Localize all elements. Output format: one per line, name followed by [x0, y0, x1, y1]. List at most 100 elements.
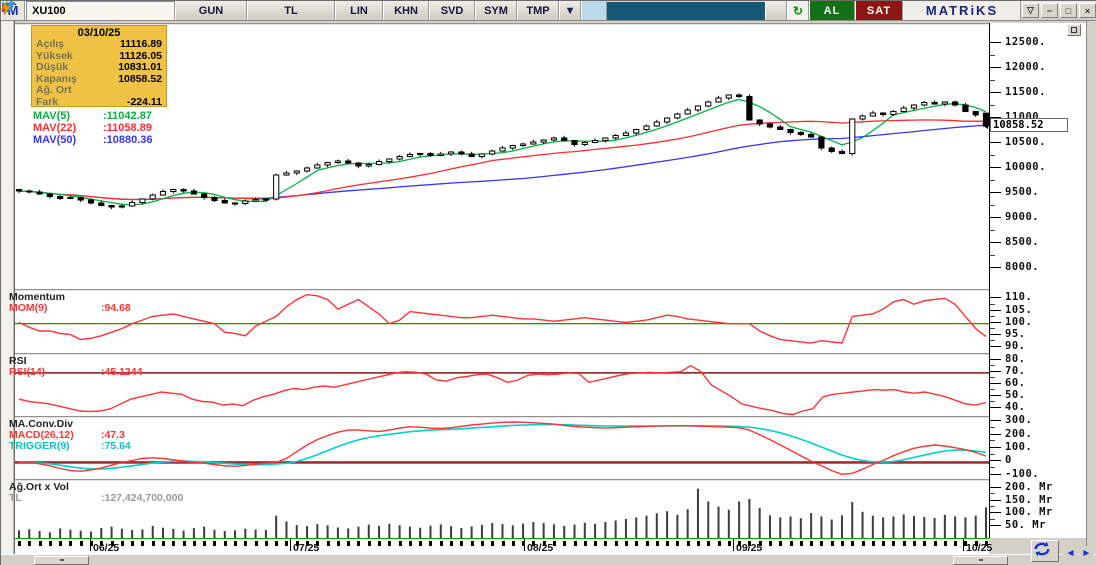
volume-bar — [511, 525, 514, 540]
twitter-button[interactable] — [1, 1, 607, 20]
candle-date-tick — [830, 541, 834, 546]
candle-up — [674, 113, 681, 119]
rsi-value: :45.1244 — [101, 366, 143, 378]
mav50-label: MAV(50) — [33, 134, 77, 146]
volume-bar — [388, 523, 391, 540]
flash-data-button[interactable] — [0, 0, 787, 20]
khn-button[interactable]: KHN — [383, 1, 429, 20]
candle-down — [77, 197, 84, 201]
axis-tick-label: 9000. — [1005, 211, 1040, 223]
sync-button[interactable] — [1031, 540, 1059, 562]
volume-bar — [439, 524, 442, 540]
candle-date-tick — [38, 541, 42, 546]
axis-tick — [990, 42, 1001, 43]
candle-up — [499, 147, 506, 152]
candle-date-tick — [18, 541, 21, 546]
volume-bar — [758, 507, 761, 540]
month-tick — [524, 539, 525, 551]
period-button[interactable]: GUN — [175, 1, 247, 20]
volume-bar — [223, 531, 226, 540]
volume-bar — [851, 502, 854, 540]
macd-panel — [15, 416, 989, 479]
dropdown-arrow-button[interactable]: ▼ — [559, 1, 581, 20]
axis-minor-tick — [990, 229, 995, 231]
candle-date-tick — [28, 541, 32, 546]
candle-down — [561, 137, 568, 141]
scrollbar-left-handle[interactable] — [34, 556, 89, 565]
tmp-button[interactable]: TMP — [517, 1, 559, 20]
month-label: 07/25 — [293, 542, 320, 554]
axis-settings-button[interactable] — [1067, 24, 1081, 36]
volume-bar — [696, 488, 699, 540]
candle-up — [386, 158, 393, 162]
axis-minor-tick — [990, 254, 995, 256]
axis-tick-label: 100. Mr — [1005, 506, 1053, 519]
scroll-left-button[interactable]: ◄ — [1063, 546, 1078, 560]
buy-button[interactable]: AL — [809, 1, 855, 20]
volume-bar — [69, 529, 72, 540]
volume-value: :127,424,700,000 — [101, 492, 184, 504]
candle-date-tick — [306, 541, 310, 546]
close-button[interactable]: × — [1079, 3, 1096, 18]
candle-date-tick — [799, 541, 803, 546]
volume-bar — [624, 518, 627, 540]
volume-bar — [985, 507, 987, 540]
candle-date-tick — [59, 541, 63, 546]
candle-date-tick — [203, 541, 207, 546]
volume-bar — [172, 528, 175, 540]
candle-date-tick — [460, 541, 464, 546]
svd-button[interactable]: SVD — [429, 1, 475, 20]
candle-date-tick — [316, 541, 320, 546]
candle-date-tick — [347, 541, 351, 546]
axis-tick — [990, 117, 1001, 118]
symbol-field[interactable]: XU100 — [1, 1, 175, 20]
candle-date-tick — [439, 541, 443, 546]
axis-minor-tick — [990, 104, 995, 106]
trigger-value: :75.64 — [101, 440, 131, 452]
square-icon — [1071, 27, 1077, 33]
sym-button[interactable]: SYM — [475, 1, 517, 20]
scrollbar-thumb[interactable] — [953, 556, 1008, 565]
axis-minor-tick — [990, 339, 995, 341]
mav50-line — [18, 124, 987, 201]
volume-bar — [131, 529, 134, 540]
minimize-button[interactable]: − — [1041, 3, 1058, 18]
price-pointer-icon — [982, 121, 988, 129]
rollup-button[interactable]: ▽ — [1022, 3, 1039, 18]
axis-tick — [990, 358, 1001, 360]
axis-tick — [990, 406, 1001, 408]
candle-date-tick — [388, 541, 392, 546]
scroll-right-button[interactable]: ► — [1079, 546, 1094, 560]
momentum-title: Momentum — [9, 291, 65, 303]
candle-up — [684, 109, 691, 115]
axis-minor-tick — [990, 315, 995, 317]
axis-minor-tick — [990, 518, 995, 520]
candle-down — [180, 189, 187, 192]
chart-type-button[interactable]: LIN — [335, 1, 383, 20]
volume-bar — [151, 525, 154, 540]
currency-button[interactable]: TL — [247, 1, 335, 20]
candle-date-tick — [717, 541, 721, 546]
refresh-button[interactable]: ↻ — [787, 1, 809, 20]
candle-up — [622, 132, 630, 136]
candle-date-tick — [131, 541, 135, 546]
info-value: 10831.01 — [118, 61, 162, 73]
candle-down — [952, 101, 959, 106]
macd-label: MACD(26,12) — [9, 429, 74, 441]
candle-down — [797, 132, 804, 135]
volume-bar — [604, 522, 607, 540]
candle-date-tick — [326, 541, 330, 546]
restore-button[interactable]: □ — [1060, 3, 1077, 18]
sell-button[interactable]: SAT — [855, 1, 903, 20]
candle-up — [406, 154, 414, 157]
volume-bar — [923, 516, 926, 540]
volume-bar — [367, 524, 370, 540]
candle-date-tick — [275, 541, 279, 546]
candle-up — [262, 198, 269, 201]
candle-date-tick — [727, 541, 731, 546]
candle-up — [334, 160, 342, 163]
candle-up — [602, 137, 609, 141]
p-vol-plot — [18, 488, 987, 540]
candle-down — [201, 193, 208, 198]
candle-up — [910, 104, 918, 109]
